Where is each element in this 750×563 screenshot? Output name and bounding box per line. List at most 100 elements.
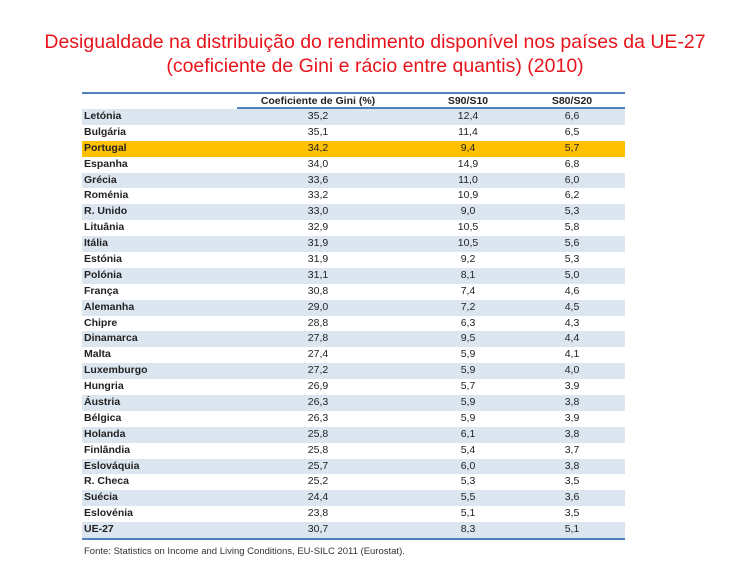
- s80-s20-value: 5,3: [564, 205, 580, 218]
- s80-s20-value: 3,5: [564, 507, 580, 520]
- s90-s10-value: 5,9: [460, 348, 476, 361]
- gini-value: 26,9: [307, 380, 329, 393]
- country-name: Grécia: [84, 173, 117, 186]
- table-row: Holanda 25,8 6,1 3,8: [82, 426, 625, 443]
- gini-value: 32,9: [307, 221, 329, 234]
- s90-s10-value: 9,5: [460, 332, 476, 345]
- table-row: Itália 31,9 10,5 5,6: [82, 236, 625, 253]
- gini-value: 34,2: [307, 141, 329, 154]
- table-row: Dinamarca 27,8 9,5 4,4: [82, 331, 625, 348]
- country-name: Roménia: [84, 189, 129, 202]
- country-name: Espanha: [84, 157, 128, 170]
- country-name: Malta: [84, 348, 111, 361]
- country-name: UE-27: [84, 523, 114, 536]
- s80-s20-value: 5,0: [564, 268, 580, 281]
- s90-s10-value: 5,4: [460, 443, 476, 456]
- s80-s20-value: 3,9: [564, 380, 580, 393]
- table-row: Bélgica 26,3 5,9 3,9: [82, 411, 625, 427]
- country-name: França: [84, 284, 119, 297]
- table-row: Áustria 26,3 5,9 3,8: [82, 395, 625, 411]
- country-name: Portugal: [84, 141, 127, 154]
- gini-value: 23,8: [307, 507, 329, 520]
- gini-value: 31,9: [307, 237, 329, 250]
- gini-value: 25,2: [307, 475, 329, 488]
- header-s80-s20: S80/S20: [551, 95, 593, 107]
- table-row: Luxemburgo 27,2 5,9 4,0: [82, 363, 625, 380]
- country-name: Finlândia: [84, 443, 131, 456]
- s90-s10-value: 10,5: [457, 221, 479, 234]
- table-row: Bulgária 35,1 11,4 6,5: [82, 125, 625, 141]
- gini-value: 27,4: [307, 348, 329, 361]
- table-header: Coeficiente de Gini (%) S90/S10 S80/S20: [82, 94, 625, 109]
- country-name: Chipre: [84, 316, 118, 329]
- gini-value: 35,1: [307, 125, 329, 138]
- gini-table: Coeficiente de Gini (%) S90/S10 S80/S20 …: [82, 92, 625, 541]
- s90-s10-value: 5,9: [460, 364, 476, 377]
- s90-s10-value: 9,2: [460, 253, 476, 266]
- s80-s20-value: 5,7: [564, 141, 580, 154]
- s90-s10-value: 5,9: [460, 411, 476, 424]
- country-name: Polónia: [84, 268, 122, 281]
- gini-value: 27,8: [307, 332, 329, 345]
- s80-s20-value: 3,6: [564, 491, 580, 504]
- s90-s10-value: 6,0: [460, 459, 476, 472]
- s80-s20-value: 5,6: [564, 237, 580, 250]
- gini-value: 29,0: [307, 300, 329, 313]
- country-name: Eslovénia: [84, 507, 134, 520]
- s80-s20-value: 4,1: [564, 348, 580, 361]
- table-row: Roménia 33,2 10,9 6,2: [82, 188, 625, 204]
- s80-s20-value: 4,0: [564, 364, 580, 377]
- s80-s20-value: 4,4: [564, 332, 580, 345]
- country-name: Eslováquia: [84, 459, 140, 472]
- s90-s10-value: 8,1: [460, 268, 476, 281]
- gini-value: 35,2: [307, 110, 329, 122]
- table-row: França 30,8 7,4 4,6: [82, 284, 625, 300]
- title-line-1: Desigualdade na distribuição do rendimen…: [44, 31, 706, 53]
- s90-s10-value: 10,5: [457, 237, 479, 250]
- gini-value: 28,8: [307, 316, 329, 329]
- gini-value: 26,3: [307, 411, 329, 424]
- table-row: Chipre 28,8 6,3 4,3: [82, 316, 625, 332]
- country-name: R. Checa: [84, 475, 129, 488]
- s80-s20-value: 4,5: [564, 300, 580, 313]
- s90-s10-value: 7,4: [460, 284, 476, 297]
- country-name: Bulgária: [84, 125, 127, 138]
- title-line-2: (coeficiente de Gini e rácio entre quant…: [166, 55, 584, 77]
- s90-s10-value: 9,0: [460, 205, 476, 218]
- s80-s20-value: 5,3: [564, 253, 580, 266]
- table-row: Malta 27,4 5,9 4,1: [82, 347, 625, 363]
- gini-value: 24,4: [307, 491, 329, 504]
- country-name: Letónia: [84, 110, 122, 122]
- header-s90-s10: S90/S10: [447, 95, 489, 107]
- table-row: Finlândia 25,8 5,4 3,7: [82, 443, 625, 459]
- s80-s20-value: 5,8: [564, 221, 580, 234]
- country-name: Alemanha: [84, 300, 135, 313]
- table-row: Polónia 31,1 8,1 5,0: [82, 267, 625, 284]
- page-title: Desigualdade na distribuição do rendimen…: [0, 30, 750, 78]
- s90-s10-value: 8,3: [460, 523, 476, 536]
- country-name: Lituânia: [84, 221, 125, 234]
- s80-s20-value: 6,2: [564, 189, 580, 202]
- table-row: Estónia 31,9 9,2 5,3: [82, 252, 625, 268]
- s80-s20-value: 5,1: [564, 523, 580, 536]
- s90-s10-value: 11,0: [458, 173, 478, 186]
- s90-s10-value: 14,9: [457, 157, 479, 170]
- gini-value: 30,8: [307, 284, 329, 297]
- s90-s10-value: 5,5: [460, 491, 476, 504]
- header-gini: Coeficiente de Gini (%): [260, 95, 376, 107]
- table-row: Lituânia 32,9 10,5 5,8: [82, 220, 625, 236]
- s80-s20-value: 3,5: [564, 475, 580, 488]
- gini-value: 30,7: [307, 523, 329, 536]
- country-name: Luxemburgo: [84, 364, 148, 377]
- table-row: Alemanha 29,0 7,2 4,5: [82, 299, 625, 316]
- table-body: Letónia 35,2 12,4 6,6 Bulgária 35,1 11,4 6,5 Por…: [82, 109, 625, 541]
- gini-value: 26,3: [307, 396, 329, 409]
- table-row: R. Unido 33,0 9,0 5,3: [82, 204, 625, 221]
- s80-s20-value: 6,8: [564, 157, 580, 170]
- header-rule: [237, 107, 625, 109]
- table-row: Portugal 34,2 9,4 5,7: [82, 140, 625, 157]
- gini-value: 25,7: [307, 459, 329, 472]
- gini-value: 33,2: [307, 189, 329, 202]
- gini-value: 31,1: [307, 268, 329, 281]
- s80-s20-value: 4,3: [564, 316, 580, 329]
